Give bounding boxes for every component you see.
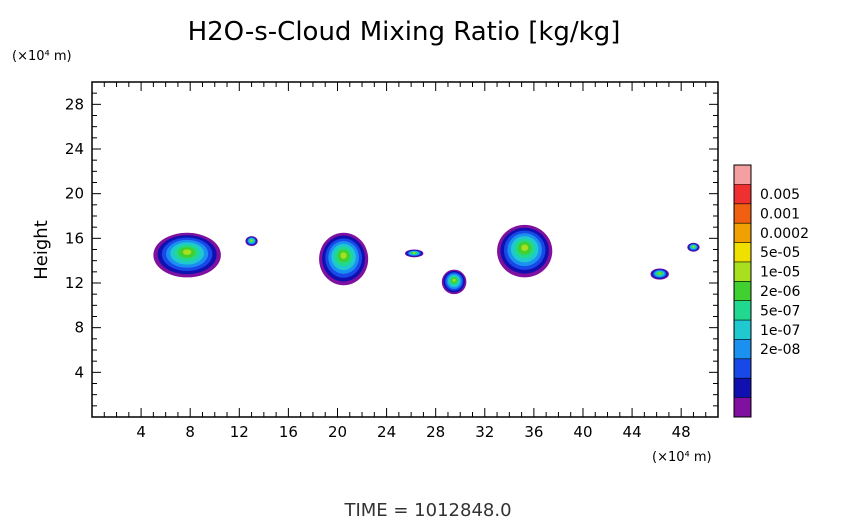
chart-title: H2O-s-Cloud Mixing Ratio [kg/kg] — [188, 17, 621, 47]
colorbar-segment — [734, 358, 751, 379]
colorbar-label: 0.0002 — [760, 226, 809, 242]
colorbar-label: 5e-05 — [760, 245, 800, 261]
y-tick-label: 4 — [74, 363, 84, 381]
x-tick-label: 36 — [524, 423, 543, 441]
x-tick-label: 20 — [328, 423, 347, 441]
colorbar-segment — [734, 242, 751, 262]
cloud-contour — [658, 272, 661, 275]
cloud-contour — [182, 249, 192, 255]
cloud-region — [441, 269, 467, 295]
colorbar-segment — [734, 261, 751, 282]
y-tick-label: 20 — [65, 185, 84, 203]
x-tick-label: 28 — [426, 423, 445, 441]
colorbar-frame — [733, 164, 752, 418]
colorbar-label: 5e-07 — [760, 303, 800, 319]
cloud-region — [153, 232, 221, 278]
colorbar-label: 1e-07 — [760, 323, 800, 339]
colorbar-segment — [734, 339, 751, 359]
cloud-contour — [340, 252, 347, 259]
cloud-contour — [250, 239, 253, 242]
x-tick-label: 12 — [230, 423, 249, 441]
y-tick-label: 28 — [65, 95, 84, 113]
cloud-region — [650, 268, 669, 280]
x-tick-label: 48 — [672, 423, 691, 441]
footer-time: TIME = 1012848.0 — [343, 500, 511, 519]
cloud-contour — [452, 278, 456, 282]
colorbar: 0.005 0.001 0.0002 5e-05 1e-05 2e-06 5e-07 1e-0… — [733, 164, 809, 418]
x-tick-label: 40 — [573, 423, 592, 441]
x-tick-label: 4 — [136, 423, 146, 441]
cloud-region — [319, 232, 369, 286]
colorbar-label: 2e-06 — [760, 284, 800, 300]
colorbar-segment — [734, 320, 751, 340]
y-tick-label: 12 — [65, 274, 84, 292]
cloud-layer — [153, 224, 700, 295]
cloud-region — [687, 242, 700, 252]
x-tick-label: 44 — [623, 423, 642, 441]
x-unit-label: (×10⁴ m) — [652, 450, 712, 465]
colorbar-segment — [734, 165, 751, 185]
colorbar-label: 2e-08 — [760, 342, 800, 358]
colorbar-segment — [734, 378, 751, 398]
y-tick-label: 8 — [74, 319, 84, 337]
y-unit-label: (×10⁴ m) — [12, 49, 72, 64]
x-tick-label: 8 — [185, 423, 195, 441]
colorbar-segment — [734, 397, 751, 417]
cloud-contour — [413, 251, 416, 254]
cloud-region — [245, 236, 258, 247]
x-tick-label: 32 — [475, 423, 494, 441]
x-tick-label: 16 — [279, 423, 298, 441]
colorbar-label: 0.005 — [760, 187, 800, 203]
cloud-contour — [692, 245, 695, 248]
y-axis-title: Height — [31, 220, 52, 280]
colorbar-label: 1e-05 — [760, 265, 800, 281]
colorbar-segment — [734, 223, 751, 243]
cloud-region — [405, 249, 424, 258]
cloud-region — [497, 224, 553, 278]
x-tick-label: 24 — [377, 423, 396, 441]
y-tick-label: 16 — [65, 229, 84, 247]
colorbar-segment — [734, 184, 751, 204]
y-tick-label: 24 — [65, 140, 84, 158]
cloud-contour — [521, 244, 529, 252]
colorbar-segment — [734, 203, 751, 224]
colorbar-segment — [734, 300, 751, 321]
colorbar-segment — [734, 281, 751, 301]
colorbar-label: 0.001 — [760, 206, 800, 222]
